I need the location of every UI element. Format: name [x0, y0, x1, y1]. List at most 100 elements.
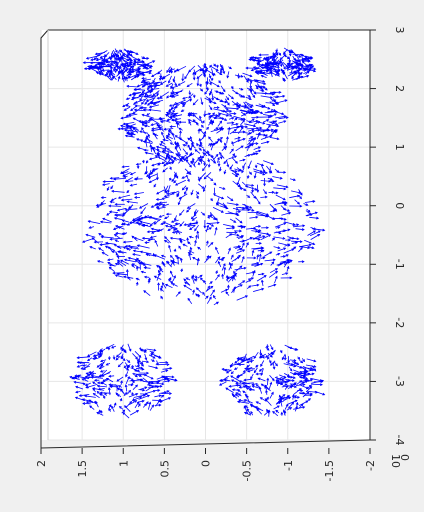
vector-arrow [169, 93, 178, 97]
vector-arrow [256, 211, 269, 216]
vector-arrow [106, 378, 114, 383]
vector-arrow-head [148, 215, 152, 219]
vector-arrow-head [228, 384, 232, 388]
vector-arrow [266, 123, 279, 127]
vector-arrow [237, 401, 250, 404]
vector-arrow [143, 141, 153, 145]
vector-arrow-head [114, 274, 118, 277]
vector-arrow-head [263, 183, 266, 187]
vector-arrow [270, 349, 276, 355]
vector-arrow-head [161, 260, 165, 264]
vector-arrow [258, 121, 265, 124]
vector-arrow-head [108, 204, 112, 208]
vector-arrow [270, 71, 273, 78]
vector-arrow-head [313, 365, 317, 368]
vector-arrow-head [272, 366, 276, 370]
vector-arrow-head [87, 67, 91, 71]
vector-arrow [246, 103, 252, 108]
vector-arrow-head [225, 288, 229, 292]
vector-arrow [237, 359, 247, 365]
vector-arrow [130, 247, 140, 250]
vector-arrow-head [260, 364, 263, 367]
vector-arrow [246, 408, 251, 415]
vector-arrow [141, 64, 147, 69]
vector-arrow-head [288, 238, 292, 242]
vector-arrow-head [251, 383, 255, 386]
vector-arrow [144, 353, 147, 360]
vector-arrow [124, 48, 131, 56]
vector-arrow-head [223, 171, 227, 175]
vector-arrow [279, 217, 287, 221]
vector-arrow [220, 85, 226, 92]
vector-arrow [256, 275, 267, 282]
vector-arrow-head [297, 372, 301, 376]
vector-arrow-head [170, 220, 174, 223]
vector-arrow [129, 400, 137, 406]
vector-arrow-head [251, 208, 255, 212]
vector-arrow-head [238, 398, 242, 402]
vector-arrow [145, 60, 155, 66]
vector-arrow-head [260, 262, 264, 266]
vector-arrow [165, 114, 174, 121]
vector-arrow [207, 242, 214, 248]
vector-arrow [108, 73, 113, 81]
vector-arrow-head [261, 249, 265, 253]
vector-arrow-head [258, 53, 262, 57]
vector-arrow-head [155, 177, 159, 181]
vector-arrow-head [277, 252, 281, 256]
vector-arrow [296, 54, 304, 56]
vector-arrow-head [230, 375, 234, 379]
vector-arrow-head [242, 158, 246, 162]
vector-arrow [299, 403, 304, 409]
vector-arrow-head [109, 176, 113, 180]
vector-arrow-head [141, 90, 145, 94]
vector-arrow-head [165, 369, 169, 373]
vector-arrow-head [258, 368, 262, 372]
vector-arrow [170, 259, 175, 267]
vector-arrow [97, 391, 102, 396]
vector-arrow [291, 190, 301, 194]
vector-arrow-head [149, 143, 153, 148]
vector-arrow-head [129, 221, 133, 225]
vector-arrow [192, 68, 201, 75]
vector-arrow [197, 258, 199, 266]
vector-arrow-head [297, 357, 301, 360]
vector-arrow-head [189, 98, 193, 102]
vector-arrow-head [199, 274, 203, 278]
vector-arrow [96, 203, 106, 206]
horizontal-tick: -1.5 [323, 448, 336, 481]
vector-arrow-head [141, 101, 144, 105]
vector-arrow-head [127, 64, 131, 68]
vector-arrow-head [169, 167, 172, 171]
vector-arrow-head [287, 56, 291, 60]
vector-arrow-head [238, 103, 242, 107]
vector-arrow-head [121, 219, 125, 223]
vector-arrow-head [204, 68, 208, 72]
vector-arrow [237, 356, 246, 360]
vector-arrow [124, 405, 131, 412]
vector-arrow-head [199, 115, 202, 119]
vector-arrow-head [255, 119, 259, 123]
vector-arrow-head [139, 348, 143, 352]
vector-arrow-head [262, 121, 266, 125]
vector-arrow [123, 61, 132, 65]
vector-arrow-head [120, 127, 124, 131]
vector-arrow [278, 117, 289, 120]
vector-arrow-head [170, 280, 174, 284]
vector-arrow [215, 256, 221, 264]
vector-arrow [260, 360, 265, 367]
vector-arrow-head [105, 346, 109, 349]
vector-arrow [230, 363, 239, 367]
vector-arrow-head [146, 360, 150, 364]
vector-arrow [199, 116, 203, 124]
vector-arrow [269, 344, 274, 350]
vector-arrow-head [197, 162, 201, 166]
vector-arrow-head [151, 351, 155, 354]
vector-arrow-head [176, 153, 179, 157]
vector-arrow [161, 376, 169, 380]
vector-arrow [236, 125, 248, 128]
vector-arrow-head [216, 84, 220, 88]
vector-arrow [142, 78, 151, 81]
vector-arrow [252, 385, 261, 389]
vector-arrow [108, 205, 122, 207]
